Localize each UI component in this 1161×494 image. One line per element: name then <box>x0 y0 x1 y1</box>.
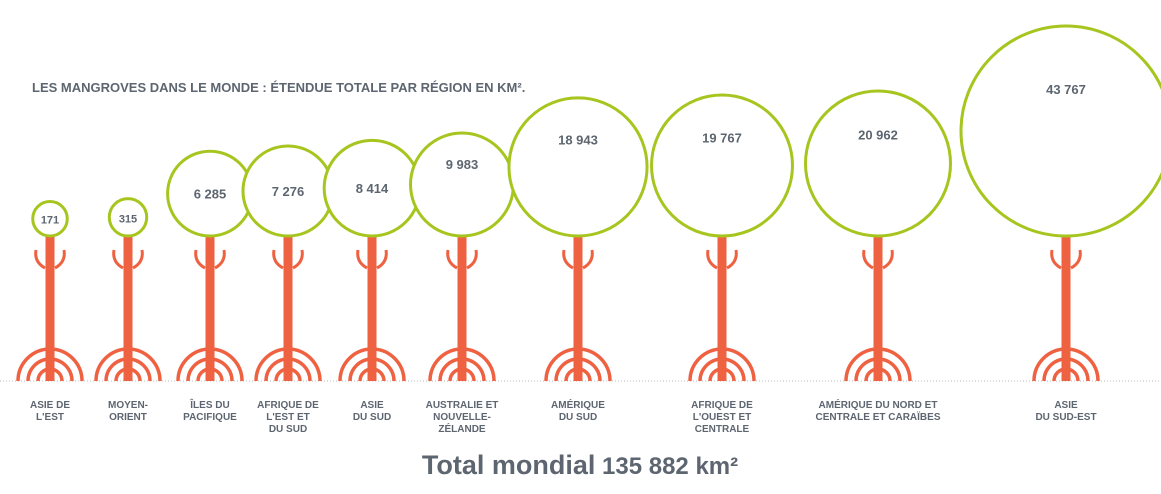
branch <box>883 250 892 268</box>
branch <box>114 250 123 268</box>
bubble <box>961 26 1161 236</box>
total-value: 135 882 <box>602 453 689 480</box>
branch <box>864 250 873 268</box>
value-label: 7 276 <box>272 184 305 199</box>
value-label: 8 414 <box>356 181 389 196</box>
category-line: AMÉRIQUE DU NORD ET <box>819 398 938 411</box>
bubble <box>652 95 793 236</box>
value-label: 18 943 <box>558 132 598 147</box>
total-unit: km² <box>695 453 738 480</box>
category-line: DU SUD <box>559 412 597 423</box>
branch <box>1052 250 1061 268</box>
category-line: MOYEN- <box>108 400 148 411</box>
branch <box>36 250 45 268</box>
value-label: 9 983 <box>446 157 479 172</box>
category-line: AFRIQUE DE <box>691 400 753 411</box>
branch <box>196 250 205 268</box>
branch <box>377 250 386 268</box>
category-line: AMÉRIQUE <box>551 398 605 411</box>
category-line: DU SUD <box>269 424 307 435</box>
branch <box>215 250 224 268</box>
chart-title: LES MANGROVES DANS LE MONDE : ÉTENDUE TO… <box>32 80 525 95</box>
chart: LES MANGROVES DANS LE MONDE : ÉTENDUE TO… <box>0 0 1161 489</box>
category-line: L'EST ET <box>266 412 310 423</box>
category-line: DU SUD-EST <box>1035 412 1096 423</box>
category-line: CENTRALE <box>695 424 750 435</box>
category-line: ZÉLANDE <box>438 422 486 435</box>
branch <box>583 250 592 268</box>
bubble <box>805 91 950 236</box>
category-line: AUSTRALIE ET <box>426 400 499 411</box>
bubble <box>411 133 514 236</box>
branch <box>293 250 302 268</box>
category-line: AFRIQUE DE <box>257 400 319 411</box>
category-line: L'OUEST ET <box>693 412 752 423</box>
category-label: MOYEN-ORIENT <box>108 400 148 423</box>
branch <box>708 250 717 268</box>
category-line: ÎLES DU <box>189 398 229 411</box>
category-line: ASIE <box>1054 400 1078 411</box>
value-label: 19 767 <box>702 130 742 145</box>
value-label: 43 767 <box>1046 82 1086 97</box>
category-line: ASIE DE <box>30 400 70 411</box>
branch <box>274 250 283 268</box>
branch <box>727 250 736 268</box>
branch <box>564 250 573 268</box>
value-label: 6 285 <box>194 187 227 202</box>
category-line: L'EST <box>36 412 64 423</box>
value-label: 171 <box>41 215 59 227</box>
value-label: 315 <box>119 213 137 225</box>
branch <box>467 250 476 268</box>
value-label: 20 962 <box>858 127 898 142</box>
branch <box>448 250 457 268</box>
category-line: NOUVELLE- <box>433 412 491 423</box>
category-line: ASIE <box>360 400 384 411</box>
branch <box>133 250 142 268</box>
category-line: PACIFIQUE <box>183 412 237 423</box>
category-line: CENTRALE ET CARAÏBES <box>815 410 940 423</box>
category-line: ORIENT <box>109 412 147 423</box>
category-label: AFRIQUE DEL'EST ETDU SUD <box>257 400 319 435</box>
branch <box>1071 250 1080 268</box>
bubble <box>509 98 647 236</box>
branch <box>55 250 64 268</box>
total-label: Total mondial <box>422 450 596 480</box>
total: Total mondial 135 882 km² <box>422 450 738 480</box>
category-line: DU SUD <box>353 412 391 423</box>
branch <box>358 250 367 268</box>
